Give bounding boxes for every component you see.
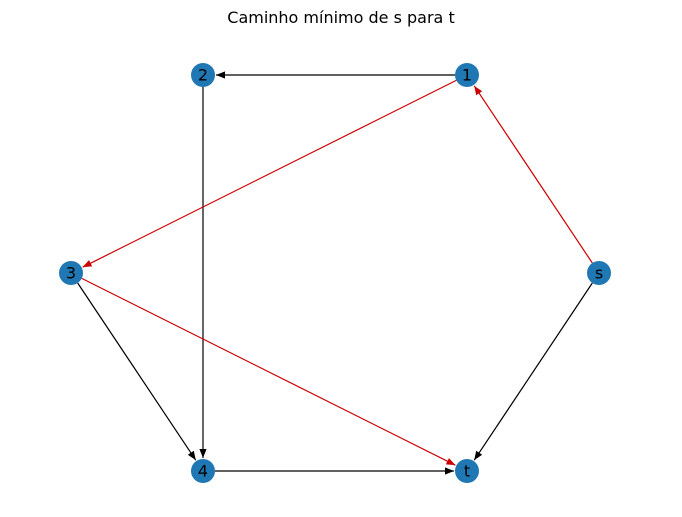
node-label-s: s (595, 264, 603, 283)
node-1: 1 (455, 63, 479, 87)
node-label-3: 3 (66, 264, 76, 283)
node-t: t (455, 459, 479, 483)
node-circle-1 (455, 63, 479, 87)
node-3: 3 (59, 261, 83, 285)
edge-s-to-t (473, 282, 593, 461)
edge-s-to-1-highlighted (473, 85, 593, 264)
node-s: s (587, 261, 611, 285)
edge-3-to-t-highlighted (81, 277, 456, 466)
edges-layer (77, 71, 593, 475)
node-label-2: 2 (198, 66, 208, 85)
node-circle-3 (59, 261, 83, 285)
node-label-4: 4 (198, 462, 208, 481)
node-2: 2 (191, 63, 215, 87)
node-circle-s (587, 261, 611, 285)
edge-1-to-3-highlighted (82, 79, 457, 268)
node-label-1: 1 (462, 66, 472, 85)
node-circle-4 (191, 459, 215, 483)
nodes-layer: s 1 2 3 4 t (59, 63, 611, 483)
node-label-t: t (464, 462, 470, 481)
node-4: 4 (191, 459, 215, 483)
diagram-title: Caminho mínimo de s para t (227, 8, 455, 27)
node-circle-2 (191, 63, 215, 87)
edge-3-to-4 (77, 282, 197, 461)
node-circle-t (455, 459, 479, 483)
